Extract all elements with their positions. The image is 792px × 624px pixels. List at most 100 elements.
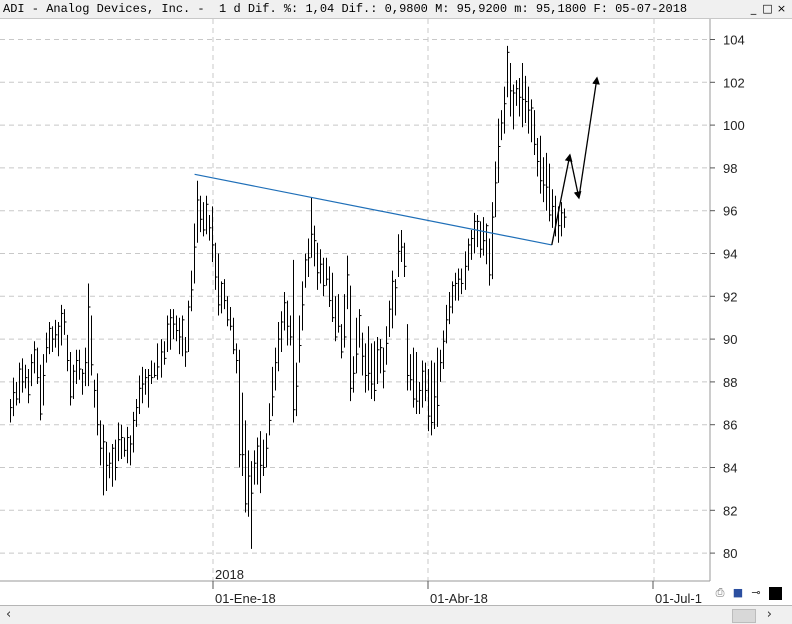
ohlc-bar [353,356,356,393]
ohlc-bar [305,253,308,288]
pin-icon[interactable]: ⊸ [751,586,761,599]
printer-icon[interactable]: ⎙ [715,586,725,599]
ohlc-bar [182,315,185,357]
ohlc-bar [191,270,194,312]
ohlc-bar [19,362,22,404]
y-tick-label: 90 [723,332,737,347]
save-icon[interactable]: ■ [732,586,744,599]
scroll-right-button[interactable]: › [766,607,772,622]
ohlc-bar [471,229,474,260]
maximize-button[interactable]: □ [762,2,773,15]
ohlc-bar [347,255,350,310]
color-box-icon[interactable] [769,586,782,600]
ohlc-bar [85,347,88,387]
ohlc-bar [284,292,287,331]
ohlc-bar [311,197,314,258]
y-tick-label: 92 [723,289,737,304]
ohlc-bar [431,360,434,436]
ohlc-bar [380,339,383,374]
ohlc-bar [477,214,480,248]
ohlc-bar [269,403,272,436]
ohlc-bar [344,294,347,348]
ohlc-bar [37,347,40,385]
ohlc-bar [519,78,522,117]
ohlc-bar [317,242,320,290]
horizontal-scrollbar[interactable]: ‹ › [0,605,792,624]
ohlc-bar [455,272,458,301]
ohlc-bar [356,317,359,374]
ohlc-bar [513,84,516,130]
ohlc-bar [52,326,55,352]
y-tick-label: 88 [723,375,737,390]
y-tick-label: 80 [723,546,737,561]
ohlc-bar [239,349,242,468]
ohlc-bar [31,354,34,387]
ohlc-bar [540,135,543,194]
ohlc-bar [413,347,416,408]
ohlc-bar [28,369,31,404]
ohlc-bar [55,319,58,348]
ohlc-bar [377,336,380,385]
minimize-button[interactable]: _ [750,2,757,15]
ohlc-bar [106,441,109,492]
ohlc-bar [365,343,368,393]
x-axis: 2018 01-Ene-18 01-Abr-18 01-Jul-1 [0,567,710,606]
scroll-left-button[interactable]: ‹ [6,607,12,622]
ohlc-bar [275,347,278,391]
ohlc-bar [115,439,118,481]
ohlc-bar [242,392,245,477]
ohlc-bar [215,242,218,290]
ohlc-bar [257,437,260,485]
ohlc-bar [22,358,25,393]
ohlc-bar [329,266,332,307]
ohlc-bar [82,369,85,395]
ohlc-bar [446,304,449,344]
ohlc-bar [564,208,567,228]
ohlc-bar [251,461,254,549]
ohlc-bar [561,202,564,237]
ohlc-bar [224,279,227,310]
ohlc-bar [212,206,215,263]
ohlc-bar [209,214,212,241]
ohlc-bar [34,341,37,374]
chart-area[interactable]: 80 82 84 86 88 90 92 94 96 98 100 102 104 2018 01-Ene… [0,19,792,607]
ohlc-bar [154,362,157,378]
ohlc-bar [197,180,200,243]
ohlc-bar [139,375,142,414]
ohlc-bar [543,157,546,203]
ohlc-bar [525,75,528,123]
ohlc-bar [452,281,455,314]
trendline-group [194,173,552,246]
ohlc-bar [91,315,94,376]
ohlc-bar [428,369,431,432]
ohlc-bar [395,279,398,316]
ohlc-bar [173,309,176,340]
ohlc-bar [410,354,413,391]
ohlc-bar [133,411,136,453]
ohlc-bar [498,118,501,183]
ohlc-bar [389,300,392,337]
ohlc-bar [483,217,486,256]
scroll-thumb[interactable] [732,609,756,623]
projection-arrow-segment [551,153,573,246]
close-button[interactable]: × [776,2,787,15]
ohlc-bar [206,195,209,235]
trendline [194,173,552,246]
ohlc-bar [100,420,103,466]
ohlc-bar [67,334,70,372]
ohlc-bar [109,452,112,479]
year-label: 2018 [215,567,244,582]
ohlc-bar [458,268,461,301]
ohlc-bar [70,351,73,406]
ohlc-bar [320,249,323,284]
x-tick-label: 01-Jul-1 [655,591,702,606]
ohlc-bar [350,285,353,402]
ohlc-bar [434,362,437,429]
ohlc-bar [480,221,483,258]
ohlc-bar [148,369,151,408]
y-tick-label: 102 [723,75,745,90]
ohlc-bar [302,281,305,331]
ohlc-bar [221,281,224,314]
ohlc-bar [167,315,170,352]
y-tick-label: 94 [723,247,737,262]
